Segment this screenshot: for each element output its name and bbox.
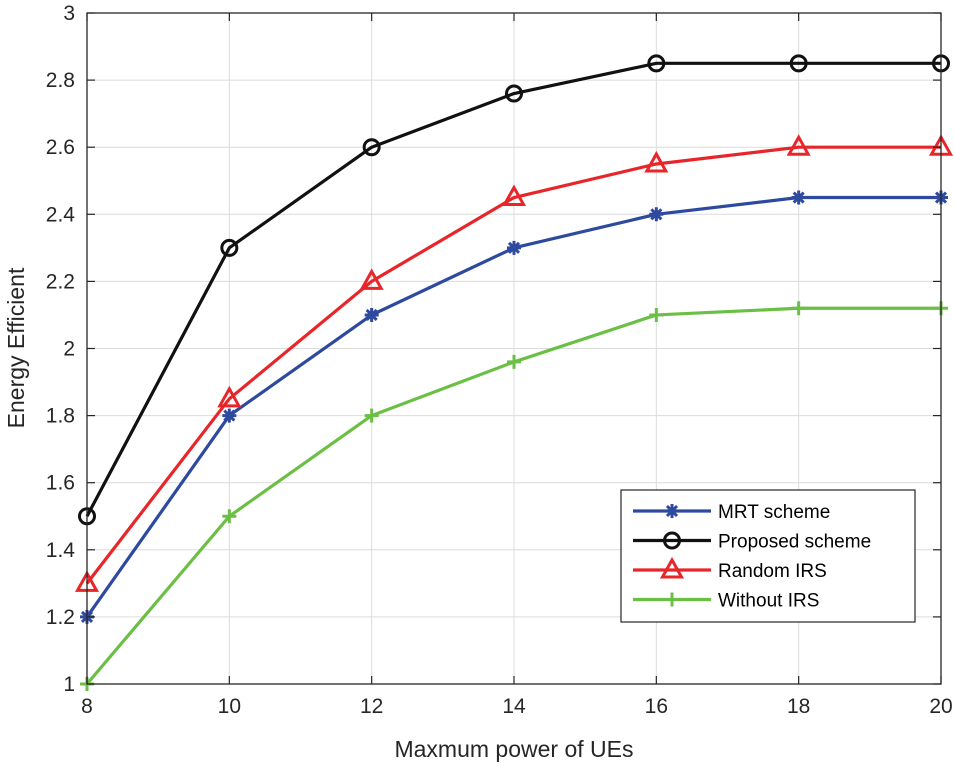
data-point-mrt-scheme (222, 408, 237, 423)
y-axis-label: Energy Efficient (3, 267, 29, 428)
data-point-random-irs (359, 268, 384, 290)
y-tick-label: 2.2 (46, 270, 75, 293)
y-tick-label: 1.2 (46, 606, 75, 629)
legend-label: Proposed scheme (718, 532, 871, 553)
legend-label: Without IRS (718, 591, 819, 612)
x-tick-label: 20 (929, 695, 952, 718)
y-tick-label: 2.4 (46, 203, 76, 226)
legend-label: MRT scheme (718, 502, 830, 523)
data-point-proposed-scheme (362, 138, 381, 157)
data-point-random-irs (786, 134, 811, 156)
data-point-mrt-scheme (507, 240, 521, 255)
x-tick-label: 10 (218, 695, 241, 718)
legend-entry-without-irs: Without IRS (633, 591, 819, 612)
data-point-without-irs (507, 354, 521, 369)
x-tick-label: 16 (645, 695, 668, 718)
x-tick-label: 8 (81, 695, 93, 718)
series-random-irs (74, 134, 954, 592)
y-tick-label: 1.8 (46, 405, 75, 428)
x-axis-label: Maxmum power of UEs (394, 736, 633, 762)
data-point-proposed-scheme (505, 84, 523, 103)
plus-marker (665, 592, 679, 607)
legend: MRT scheme Proposed scheme Random IRS Witho… (620, 489, 916, 623)
series-layer (74, 54, 954, 691)
series-line-proposed-scheme (85, 61, 941, 517)
data-point-random-irs (217, 385, 242, 408)
y-tick-label: 2.8 (46, 69, 75, 92)
y-tick-label: 3 (63, 2, 75, 25)
tick-labels: 8 10 12 14 16 18 20 1 1.2 1.4 1.6 1.8 2 2.2 2.4 2.6 2.8 3 (46, 2, 953, 718)
data-point-proposed-scheme (647, 54, 666, 73)
y-tick-label: 1 (63, 673, 75, 696)
x-tick-label: 14 (502, 695, 526, 718)
data-point-proposed-scheme (220, 238, 239, 257)
x-tick-label: 18 (787, 695, 810, 718)
data-point-proposed-scheme (789, 54, 808, 73)
y-tick-label: 2.6 (46, 136, 75, 159)
series-line-random-irs (85, 145, 941, 585)
asterisk-marker (665, 504, 679, 518)
data-point-without-irs (791, 301, 806, 316)
data-point-mrt-scheme (791, 190, 806, 205)
y-tick-label: 1.4 (46, 539, 76, 562)
x-tick-label: 12 (360, 695, 383, 718)
data-point-mrt-scheme (649, 207, 664, 222)
data-point-without-irs (364, 408, 379, 423)
data-point-mrt-scheme (364, 307, 379, 322)
legend-entry-mrt-scheme: MRT scheme (633, 502, 830, 523)
triangle-marker (659, 556, 685, 579)
data-point-without-irs (649, 307, 664, 322)
ticks (86, 12, 942, 685)
data-point-random-irs (644, 150, 669, 173)
data-point-random-irs (501, 184, 527, 207)
y-tick-label: 1.6 (46, 472, 75, 495)
legend-entry-random-irs: Random IRS (633, 556, 827, 582)
data-point-without-irs (222, 509, 237, 524)
y-tick-label: 2 (63, 338, 75, 361)
circle-marker (663, 531, 681, 550)
legend-entry-proposed-scheme: Proposed scheme (633, 531, 871, 553)
legend-label: Random IRS (718, 561, 827, 582)
